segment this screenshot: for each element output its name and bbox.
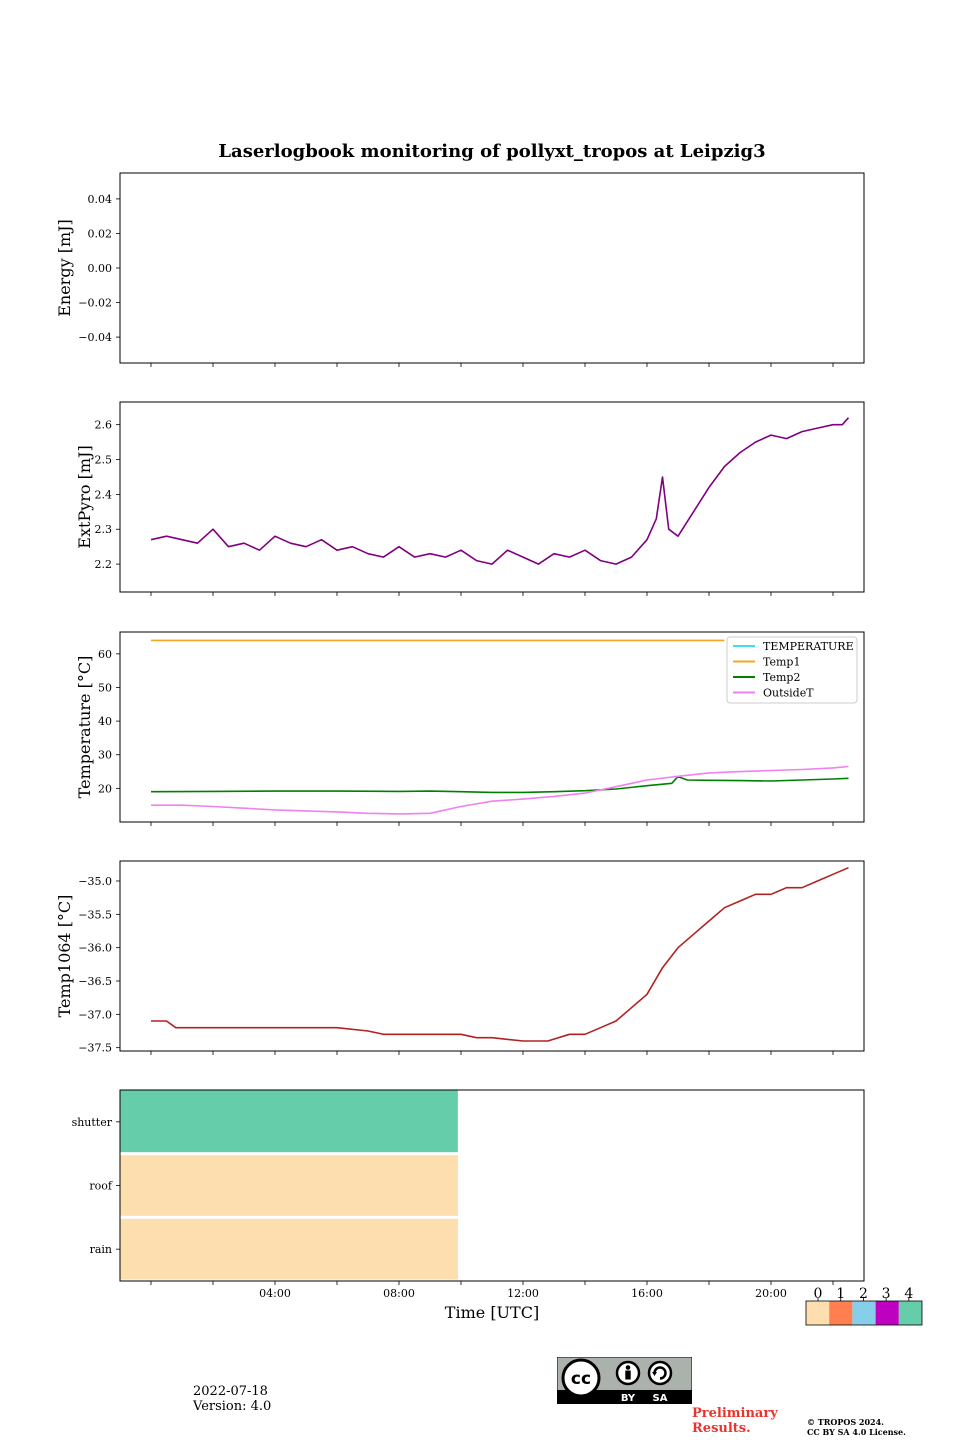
preliminary-note: Preliminary Results. bbox=[692, 1406, 778, 1436]
legend-label-temp2: Temp2 bbox=[763, 671, 800, 684]
row-label-rain: rain bbox=[90, 1243, 112, 1256]
x-tick-label: 12:00 bbox=[507, 1287, 539, 1300]
y-tick-label: −37.0 bbox=[78, 1008, 112, 1021]
y-tick-label: 2.3 bbox=[95, 523, 113, 536]
colorbar-tick-label: 1 bbox=[836, 1286, 845, 1302]
colorbar-cell-4 bbox=[898, 1301, 922, 1325]
series-line-temp1064 bbox=[151, 866, 849, 1042]
x-tick-label: 16:00 bbox=[631, 1287, 663, 1300]
y-tick-label: 20 bbox=[98, 782, 112, 795]
y-tick-label: −35.5 bbox=[78, 908, 112, 921]
figure-title: Laserlogbook monitoring of pollyxt_tropo… bbox=[218, 141, 766, 162]
x-tick-label: 04:00 bbox=[259, 1287, 291, 1300]
copyright-note: © TROPOS 2024. CC BY SA 4.0 License. bbox=[807, 1417, 906, 1437]
panel-status: shutter roof rain 04:00 08:00 12:00 16:00 20:00… bbox=[72, 1089, 865, 1322]
y-tick-label: 2.6 bbox=[95, 419, 113, 432]
y-axis-label: Energy [mJ] bbox=[55, 219, 74, 317]
status-block-roof bbox=[120, 1155, 458, 1216]
y-tick-label: −0.02 bbox=[78, 297, 112, 310]
y-tick-label: 40 bbox=[98, 715, 112, 728]
panel-frame bbox=[119, 172, 865, 364]
colorbar-tick-label: 0 bbox=[814, 1286, 823, 1302]
y-axis-label: Temp1064 [°C] bbox=[55, 895, 74, 1018]
y-tick-label: 30 bbox=[98, 749, 112, 762]
status-block-shutter bbox=[120, 1090, 458, 1153]
cc-by-sa-icon: cc BY SA bbox=[557, 1357, 692, 1404]
panel-frame bbox=[119, 1089, 865, 1282]
x-tick-label: 20:00 bbox=[755, 1287, 787, 1300]
y-tick-label: −0.04 bbox=[78, 331, 112, 344]
y-tick-label: −35.0 bbox=[78, 875, 112, 888]
colorbar-cell-2 bbox=[852, 1301, 876, 1325]
copyright-line-1: © TROPOS 2024. bbox=[807, 1417, 884, 1427]
y-tick-label: −36.0 bbox=[78, 942, 112, 955]
x-axis-label: Time [UTC] bbox=[445, 1303, 539, 1322]
panel-frame bbox=[119, 860, 865, 1052]
legend-label-temperature: TEMPERATURE bbox=[763, 640, 854, 653]
colorbar-tick-label: 3 bbox=[882, 1286, 891, 1302]
y-axis-label: ExtPyro [mJ] bbox=[75, 445, 94, 548]
legend: TEMPERATURE Temp1 Temp2 OutsideT bbox=[726, 636, 858, 704]
footer-info: 2022-07-18 Version: 4.0 bbox=[193, 1384, 271, 1414]
cc-by-label: BY bbox=[621, 1393, 636, 1404]
y-tick-label: −37.5 bbox=[78, 1042, 112, 1055]
date-label: 2022-07-18 bbox=[193, 1384, 268, 1399]
colorbar-frame bbox=[805, 1300, 923, 1326]
legend-label-temp1: Temp1 bbox=[763, 656, 800, 669]
version-label: Version: 4.0 bbox=[193, 1399, 272, 1414]
y-tick-label: 2.2 bbox=[95, 558, 113, 571]
copyright-line-2: CC BY SA 4.0 License. bbox=[807, 1427, 906, 1437]
preliminary-line-2: Results. bbox=[692, 1421, 751, 1436]
legend-label-outsidet: OutsideT bbox=[763, 687, 814, 700]
series-line-extpyro bbox=[150, 417, 850, 565]
y-tick-label: 50 bbox=[98, 681, 112, 694]
colorbar-cell-1 bbox=[829, 1301, 853, 1325]
series-line-outsidet bbox=[151, 765, 849, 815]
panel-frame bbox=[119, 631, 865, 823]
colorbar-cell-3 bbox=[875, 1301, 899, 1325]
y-tick-label: 0.02 bbox=[88, 227, 113, 240]
colorbar-tick-label: 4 bbox=[904, 1286, 913, 1302]
panel-frame bbox=[119, 401, 865, 593]
panel-energy: 0.04 0.02 0.00 −0.02 −0.04 Energy [mJ] bbox=[55, 172, 865, 367]
cc-sa-label: SA bbox=[653, 1393, 668, 1404]
colorbar-tick-label: 2 bbox=[859, 1286, 868, 1302]
y-tick-label: 2.4 bbox=[95, 488, 113, 501]
series-line-temp2 bbox=[150, 775, 849, 794]
row-label-roof: roof bbox=[89, 1180, 113, 1193]
panel-temperature: 20 30 40 50 60 Temperature [°C] TEMPERATURE Tem… bbox=[75, 631, 865, 826]
preliminary-line-1: Preliminary bbox=[692, 1406, 778, 1421]
y-tick-label: 60 bbox=[98, 648, 112, 661]
colorbar-cell-0 bbox=[806, 1301, 830, 1325]
x-tick-label: 08:00 bbox=[383, 1287, 415, 1300]
y-tick-label: 2.5 bbox=[95, 454, 113, 467]
panel-temp1064: −37.5 −37.0 −36.5 −36.0 −35.5 −35.0 Temp1064 [… bbox=[55, 860, 865, 1055]
cc-label: cc bbox=[571, 1369, 591, 1389]
y-axis-label: Temperature [°C] bbox=[75, 656, 94, 799]
y-tick-label: 0.04 bbox=[88, 193, 113, 206]
status-block-rain bbox=[120, 1218, 458, 1280]
y-tick-label: −36.5 bbox=[78, 975, 112, 988]
row-label-shutter: shutter bbox=[72, 1116, 113, 1129]
legend-box bbox=[726, 636, 858, 704]
y-tick-label: 0.00 bbox=[88, 262, 113, 275]
